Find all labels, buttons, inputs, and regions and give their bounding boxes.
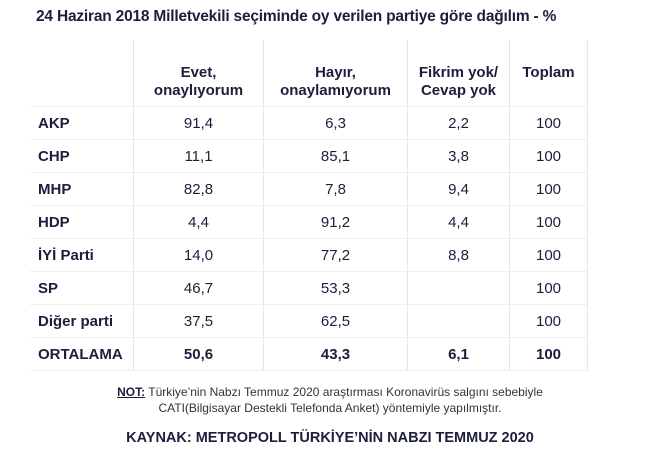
header-line: onaylamıyorum: [280, 82, 391, 99]
footnote: NOT: Türkiye’nin Nabzı Temmuz 2020 araşt…: [0, 384, 660, 416]
table-cell: [407, 271, 510, 305]
table-cell: 6,3: [263, 106, 408, 140]
table-cell: 62,5: [263, 304, 408, 338]
row-label: Diğer parti: [30, 304, 134, 338]
table-cell: 91,2: [263, 205, 408, 239]
table-cell: 100: [509, 304, 588, 338]
table-cell: 100: [509, 172, 588, 206]
row-label: MHP: [30, 172, 134, 206]
table-cell: 46,7: [133, 271, 264, 305]
table-row: AKP 91,4 6,3 2,2 100: [30, 106, 588, 140]
table-cell: 43,3: [263, 337, 408, 371]
table-cell: 100: [509, 337, 588, 371]
table-cell: 7,8: [263, 172, 408, 206]
table-cell: 100: [509, 271, 588, 305]
header-fikrim-yok: Fikrim yok/Cevap yok: [407, 40, 510, 107]
row-label: ORTALAMA: [30, 337, 134, 371]
header-line: Hayır,: [315, 64, 356, 81]
table-row: Diğer parti 37,5 62,5 100: [30, 304, 588, 338]
table-title: 24 Haziran 2018 Milletvekili seçiminde o…: [36, 8, 557, 25]
table-cell: 4,4: [407, 205, 510, 239]
table-cell: 82,8: [133, 172, 264, 206]
header-line: Evet,: [180, 64, 217, 81]
header-line: Cevap yok: [420, 82, 497, 99]
table-cell: 8,8: [407, 238, 510, 272]
table-cell: 6,1: [407, 337, 510, 371]
table-cell: 100: [509, 238, 588, 272]
header-line: onaylıyorum: [153, 82, 244, 99]
table-row: SP 46,7 53,3 100: [30, 271, 588, 305]
table-cell: 11,1: [133, 139, 264, 173]
table-cell: 37,5: [133, 304, 264, 338]
row-label: HDP: [30, 205, 134, 239]
note-line-2: CATI(Bilgisayar Destekli Telefonda Anket…: [158, 401, 502, 415]
table-cell: 100: [509, 106, 588, 140]
header-toplam: Toplam: [509, 40, 588, 107]
header-row: Evet, onaylıyorum Hayır, onaylamıyorum Fik…: [30, 40, 588, 107]
row-label: İYİ Parti: [30, 238, 134, 272]
table-cell: 91,4: [133, 106, 264, 140]
table-cell: 77,2: [263, 238, 408, 272]
table-cell: 2,2: [407, 106, 510, 140]
table-cell: 3,8: [407, 139, 510, 173]
row-label: AKP: [30, 106, 134, 140]
table-cell: 4,4: [133, 205, 264, 239]
table-cell: 53,3: [263, 271, 408, 305]
table-row: ORTALAMA 50,6 43,3 6,1 100: [30, 337, 588, 371]
table-cell: 100: [509, 205, 588, 239]
row-label: CHP: [30, 139, 134, 173]
table-cell: 100: [509, 139, 588, 173]
note-label: NOT:: [117, 385, 146, 399]
table-row: MHP 82,8 7,8 9,4 100: [30, 172, 588, 206]
table-row: HDP 4,4 91,2 4,4 100: [30, 205, 588, 239]
source-text: KAYNAK: METROPOLL TÜRKİYE’NİN NABZI TEMM…: [126, 430, 534, 446]
header-empty: [30, 40, 134, 107]
header-hayir: Hayır, onaylamıyorum: [263, 40, 408, 107]
table-cell: 9,4: [407, 172, 510, 206]
table-row: CHP 11,1 85,1 3,8 100: [30, 139, 588, 173]
table-cell: 14,0: [133, 238, 264, 272]
data-table: Evet, onaylıyorum Hayır, onaylamıyorum Fik…: [30, 40, 588, 371]
table-row: İYİ Parti 14,0 77,2 8,8 100: [30, 238, 588, 272]
header-line: Toplam: [522, 64, 575, 81]
note-line-1: Türkiye’nin Nabzı Temmuz 2020 araştırmas…: [145, 385, 543, 399]
table-cell: [407, 304, 510, 338]
header-line: Fikrim yok/: [418, 64, 499, 81]
header-evet: Evet, onaylıyorum: [133, 40, 264, 107]
row-label: SP: [30, 271, 134, 305]
table-cell: 85,1: [263, 139, 408, 173]
table-cell: 50,6: [133, 337, 264, 371]
